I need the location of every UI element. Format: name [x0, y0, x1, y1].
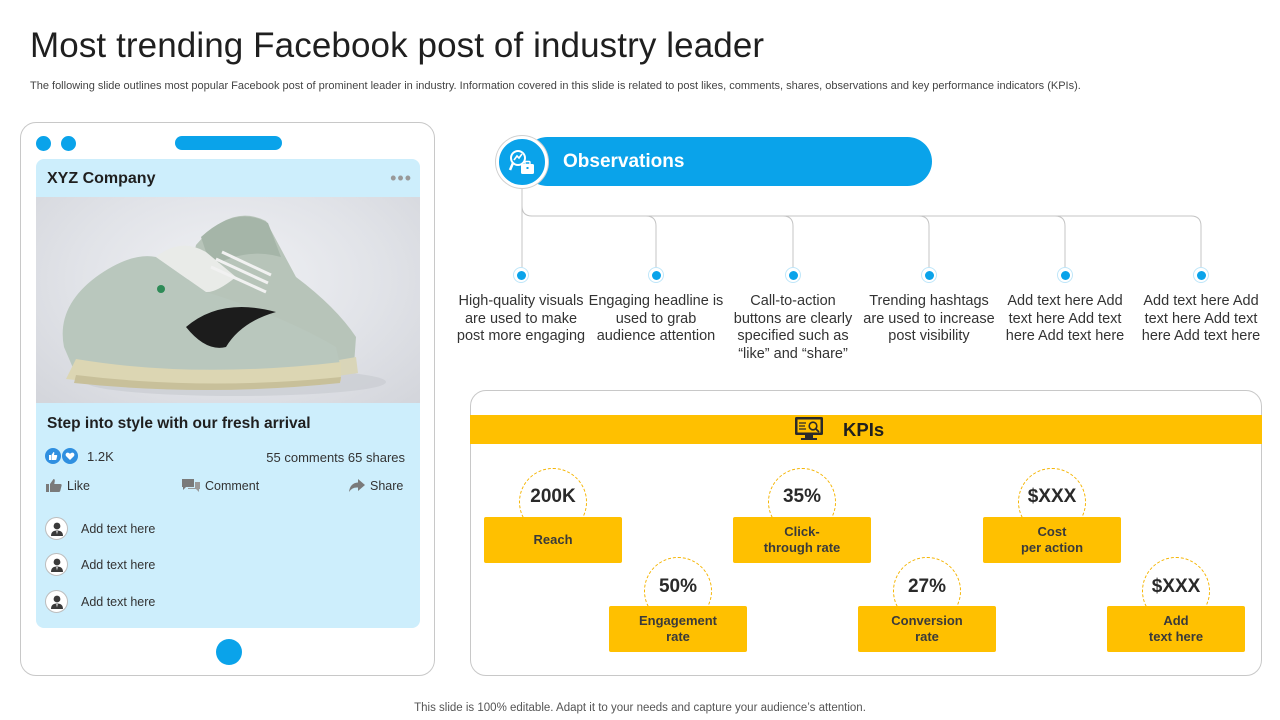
share-button[interactable]: Share	[348, 478, 403, 493]
thumbs-up-reaction-icon	[45, 448, 61, 464]
comments-shares-count[interactable]: 55 comments 65 shares	[266, 450, 405, 465]
kpi-value: $XXX	[1027, 486, 1077, 507]
facebook-post: XYZ Company ••• Step into style with our…	[36, 159, 420, 628]
comment-button[interactable]: Comment	[181, 478, 259, 493]
share-label: Share	[370, 478, 404, 493]
comment-label: Comment	[205, 478, 260, 493]
kpi-label-box: Engagement rate	[609, 606, 747, 652]
post-image	[36, 197, 420, 403]
like-count: 1.2K	[87, 448, 114, 464]
analytics-briefcase-icon	[496, 136, 548, 188]
share-arrow-icon	[349, 479, 365, 492]
like-label: Like	[67, 478, 90, 493]
observation-text: Add text here Add text here Add text her…	[1005, 293, 1125, 344]
home-button[interactable]	[216, 639, 242, 665]
sneaker-illustration	[62, 215, 386, 396]
kpi-value: 50%	[658, 576, 698, 597]
comment-text: Add text here	[81, 594, 156, 609]
post-company-name: XYZ Company	[47, 170, 156, 187]
observation-node	[1057, 267, 1073, 283]
observation-text: High-quality visuals are used to make po…	[456, 293, 586, 344]
observations-header-bar	[523, 137, 932, 186]
observation-node	[785, 267, 801, 283]
monitor-search-icon	[794, 416, 826, 447]
observation-text: Add text here Add text here Add text her…	[1141, 293, 1261, 344]
user-avatar-icon	[45, 517, 68, 540]
kpi-label-box: Cost per action	[983, 517, 1121, 563]
observation-text: Engaging headline is used to grab audien…	[588, 293, 724, 344]
kpi-label-box: Reach	[484, 517, 622, 563]
post-actions: Like Comment Share	[36, 478, 420, 500]
comment-text: Add text here	[81, 521, 156, 536]
observation-node	[648, 267, 664, 283]
footer-note: This slide is 100% editable. Adapt it to…	[414, 702, 866, 714]
kpi-label-box: Click- through rate	[733, 517, 871, 563]
camera-dot-icon	[36, 136, 51, 151]
comment-item[interactable]: Add text here	[45, 590, 155, 613]
sensor-dot-icon	[61, 136, 76, 151]
observation-text: Trending hashtags are used to increase p…	[863, 293, 995, 344]
observations-title: Observations	[563, 151, 685, 172]
more-dots-icon[interactable]: •••	[390, 168, 412, 188]
observation-text: Call-to-action buttons are clearly speci…	[733, 293, 853, 362]
user-avatar-icon	[45, 553, 68, 576]
comment-item[interactable]: Add text here	[45, 553, 155, 576]
page-title: Most trending Facebook post of industry …	[30, 26, 765, 65]
observation-node	[921, 267, 937, 283]
thumbs-up-icon	[46, 479, 62, 492]
kpi-label-box: Add text here	[1107, 606, 1245, 652]
speaker-bar	[175, 136, 282, 150]
kpi-header-bar	[470, 415, 1262, 444]
kpi-value: 27%	[907, 576, 947, 597]
kpi-value: $XXX	[1151, 576, 1201, 597]
user-avatar-icon	[45, 590, 68, 613]
comment-text: Add text here	[81, 557, 156, 572]
reaction-summary[interactable]: 1.2K	[45, 448, 114, 464]
kpi-value: 35%	[782, 486, 822, 507]
like-button[interactable]: Like	[45, 478, 90, 493]
post-caption: Step into style with our fresh arrival	[47, 415, 311, 432]
observation-node	[513, 267, 529, 283]
observations-connector-lines	[521, 188, 1202, 270]
kpis-title: KPIs	[843, 419, 885, 440]
page-subtitle: The following slide outlines most popula…	[30, 80, 1081, 92]
kpi-label-box: Conversion rate	[858, 606, 996, 652]
observation-node	[1193, 267, 1209, 283]
phone-mockup: XYZ Company ••• Step into style with our…	[20, 122, 435, 676]
comment-item[interactable]: Add text here	[45, 517, 155, 540]
heart-reaction-icon	[62, 448, 78, 464]
comment-icon	[182, 479, 200, 492]
kpi-value: 200K	[530, 486, 576, 507]
